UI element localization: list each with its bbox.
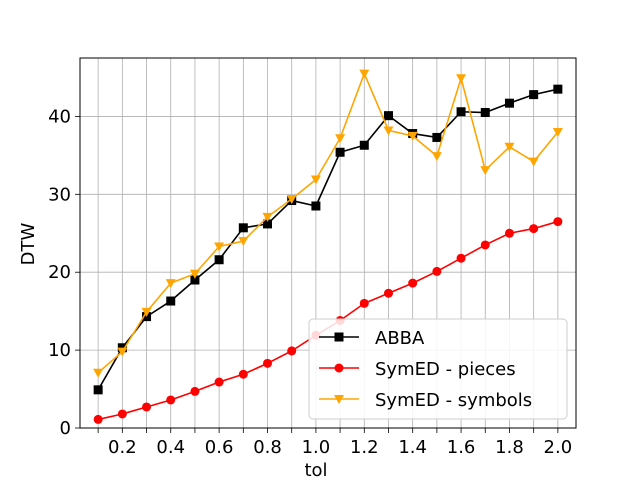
data-point <box>383 126 394 136</box>
data-point <box>359 140 369 150</box>
legend-marker <box>334 395 344 404</box>
x-tick-label: 0.2 <box>108 437 137 458</box>
data-point <box>286 194 297 204</box>
data-point <box>238 369 248 379</box>
data-point <box>238 223 248 233</box>
data-point <box>456 253 466 263</box>
y-axis-label: DTW <box>18 222 39 265</box>
data-point <box>189 269 200 279</box>
series-2 <box>93 69 563 378</box>
legend-marker <box>334 363 344 373</box>
data-point <box>93 414 103 424</box>
data-point <box>383 111 393 121</box>
x-tick-label: 1.6 <box>447 437 476 458</box>
data-point <box>553 217 563 227</box>
data-point <box>263 219 273 229</box>
data-point <box>335 147 345 157</box>
y-tick-label: 10 <box>48 340 71 361</box>
data-point <box>190 275 200 285</box>
data-point <box>238 237 249 247</box>
data-point <box>504 142 515 152</box>
data-point <box>93 368 104 378</box>
x-tick-label: 0.6 <box>205 437 234 458</box>
data-point <box>529 224 539 234</box>
legend-entry: SymED - symbols <box>319 390 532 411</box>
y-axis-ticks: 0 10 20 30 40 <box>48 106 80 439</box>
series-layer <box>93 69 563 424</box>
data-point <box>504 98 514 108</box>
data-point <box>214 377 224 387</box>
y-tick-label: 20 <box>48 262 71 283</box>
data-point <box>287 346 297 356</box>
x-tick-label: 1.0 <box>302 437 331 458</box>
x-tick-label: 1.4 <box>398 437 427 458</box>
data-point <box>408 278 418 288</box>
legend-label: SymED - symbols <box>375 390 532 411</box>
legend-marker <box>334 332 344 342</box>
x-tick-label: 2.0 <box>544 437 573 458</box>
x-axis-label: tol <box>304 460 327 480</box>
data-point <box>528 157 539 167</box>
data-point <box>553 84 563 94</box>
data-point <box>456 107 466 117</box>
data-point <box>335 134 346 144</box>
data-point <box>407 131 418 141</box>
data-point <box>93 385 103 395</box>
legend-entry: SymED - pieces <box>319 359 516 380</box>
data-point <box>480 108 490 118</box>
data-point <box>504 228 514 238</box>
data-point <box>359 298 369 308</box>
data-point <box>142 402 152 412</box>
data-point <box>263 358 273 368</box>
x-tick-label: 0.4 <box>156 437 185 458</box>
y-tick-label: 30 <box>48 184 71 205</box>
data-point <box>166 395 176 405</box>
data-point <box>431 152 442 162</box>
data-point <box>141 307 152 317</box>
data-point <box>383 288 393 298</box>
legend: ABBA SymED - pieces SymED - symbols <box>308 318 568 420</box>
data-point <box>480 240 490 250</box>
data-point <box>166 296 176 306</box>
data-point <box>552 128 563 137</box>
x-axis-ticks: 0.2 0.4 0.6 0.8 1.0 1.2 1.4 1.6 1.8 2.0 <box>97 428 573 458</box>
series-line <box>97 72 559 374</box>
data-point <box>165 279 176 289</box>
data-point <box>359 69 370 79</box>
data-point <box>456 74 467 84</box>
y-tick-label: 40 <box>48 106 71 127</box>
legend-label: SymED - pieces <box>375 359 516 380</box>
data-point <box>310 175 321 185</box>
data-point <box>214 255 224 265</box>
plot-frame <box>79 57 577 429</box>
y-tick-label: 0 <box>60 418 71 439</box>
data-point <box>480 166 491 176</box>
data-point <box>311 201 321 211</box>
x-tick-label: 0.8 <box>253 437 282 458</box>
data-point <box>529 90 539 100</box>
data-point <box>214 242 225 252</box>
data-point <box>432 132 442 142</box>
data-point <box>432 266 442 276</box>
legend-entry: ABBA <box>319 328 425 349</box>
x-tick-label: 1.8 <box>495 437 524 458</box>
data-point <box>262 212 273 222</box>
data-point <box>190 386 200 396</box>
legend-box <box>308 318 568 420</box>
data-point <box>117 347 128 357</box>
legend-label: ABBA <box>375 328 425 349</box>
data-point <box>117 409 127 419</box>
x-tick-label: 1.2 <box>350 437 379 458</box>
